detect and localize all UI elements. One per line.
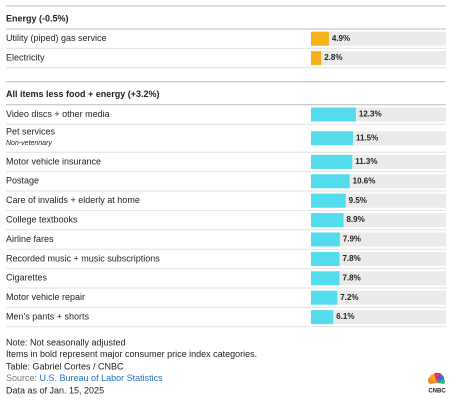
credit: Table: Gabriel Cortes / CNBC bbox=[6, 361, 124, 371]
value-label: 8.9% bbox=[346, 215, 364, 224]
value-label: 10.6% bbox=[353, 176, 376, 185]
note: Note: Not seasonally adjusted bbox=[6, 337, 126, 347]
value-label: 9.5% bbox=[349, 196, 367, 205]
bar bbox=[311, 154, 353, 169]
bar bbox=[311, 31, 329, 46]
bar bbox=[311, 251, 340, 266]
value-label: 7.2% bbox=[340, 293, 358, 302]
row-label: Motor vehicle repair bbox=[6, 292, 85, 302]
value-label: 11.5% bbox=[356, 133, 378, 142]
source-prefix: Source: bbox=[6, 373, 40, 383]
logo-text: CNBC bbox=[428, 389, 446, 395]
bar-track bbox=[311, 232, 446, 247]
row-label: Pet services bbox=[6, 127, 56, 137]
bar bbox=[311, 107, 356, 122]
bar bbox=[311, 51, 322, 66]
row-label: Electricity bbox=[6, 52, 45, 62]
note: Items in bold represent major consumer p… bbox=[6, 349, 257, 359]
bar bbox=[311, 174, 350, 189]
value-label: 4.9% bbox=[332, 34, 350, 43]
row-label: Airline fares bbox=[6, 234, 54, 244]
value-label: 6.1% bbox=[336, 312, 354, 321]
bar-track bbox=[311, 51, 446, 66]
bar bbox=[311, 213, 344, 228]
row-label: Men's pants + shorts bbox=[6, 311, 90, 321]
bar bbox=[311, 193, 346, 208]
bar-track bbox=[311, 290, 446, 305]
bar bbox=[311, 310, 334, 325]
bar bbox=[311, 271, 340, 286]
row-label: Motor vehicle insurance bbox=[6, 156, 101, 166]
value-label: 2.8% bbox=[324, 53, 342, 62]
bar bbox=[311, 232, 340, 247]
bar bbox=[311, 131, 353, 146]
row-label: Recorded music + music subscriptions bbox=[6, 253, 160, 263]
source: Source: U.S. Bureau of Labor Statistics bbox=[6, 373, 163, 383]
row-label: Postage bbox=[6, 176, 39, 186]
value-label: 7.8% bbox=[342, 273, 360, 282]
date: Data as of Jan. 15, 2025 bbox=[6, 385, 104, 395]
row-label: Video discs + other media bbox=[6, 109, 110, 119]
source-link[interactable]: U.S. Bureau of Labor Statistics bbox=[40, 373, 164, 383]
value-label: 12.3% bbox=[359, 110, 382, 119]
bar-track bbox=[311, 251, 446, 266]
row-label: Cigarettes bbox=[6, 273, 48, 283]
row-label: Utility (piped) gas service bbox=[6, 33, 107, 43]
cnbc-logo: CNBC bbox=[427, 372, 446, 395]
value-label: 7.9% bbox=[343, 235, 361, 244]
row-sublabel: Non-veterinary bbox=[6, 140, 52, 147]
value-label: 11.3% bbox=[355, 157, 377, 166]
bar bbox=[311, 290, 338, 305]
row-label: College textbooks bbox=[6, 214, 78, 224]
bar-track bbox=[311, 271, 446, 286]
section-title: All items less food + energy (+3.2%) bbox=[6, 89, 160, 99]
section-title: Energy (-0.5%) bbox=[6, 13, 69, 23]
value-label: 7.8% bbox=[342, 254, 360, 263]
bar-track bbox=[311, 310, 446, 325]
bar-track bbox=[311, 213, 446, 228]
row-label: Care of invalids + elderly at home bbox=[6, 195, 140, 205]
bar-track bbox=[311, 31, 446, 46]
